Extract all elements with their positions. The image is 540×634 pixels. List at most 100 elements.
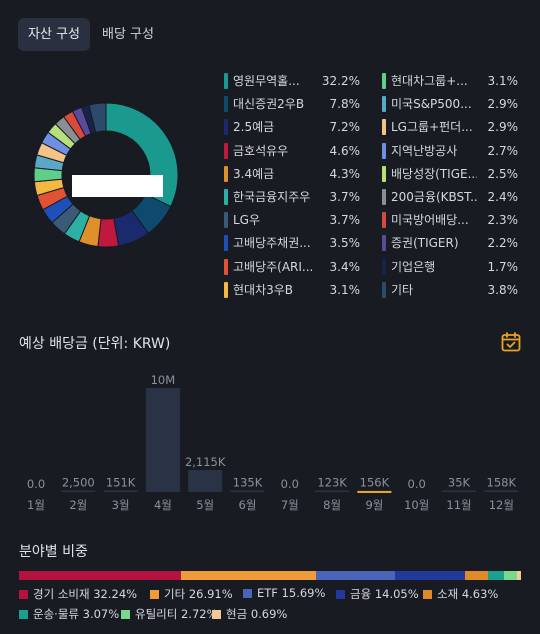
sector-legend-label: 운송·물류 3.07% bbox=[33, 607, 120, 621]
dividend-bar[interactable] bbox=[188, 470, 223, 492]
sector-legend-swatch bbox=[243, 589, 252, 598]
legend-item[interactable]: 배당성장(TIGE... 2.5% bbox=[380, 164, 520, 187]
selected-month-indicator bbox=[357, 491, 392, 493]
legend-item[interactable]: 기업은행 1.7% bbox=[380, 257, 520, 280]
legend-item[interactable]: 고배당주채권... 3.5% bbox=[222, 233, 362, 256]
legend-percent: 4.6% bbox=[329, 143, 361, 158]
sector-segment[interactable] bbox=[394, 571, 466, 580]
dividend-bar-chart: 0.0 1월 2,500 2월 151K 3월 10M 4월 2,115K 5월 135K 6월 0.0… bbox=[27, 373, 519, 512]
bar-value-label: 10M bbox=[151, 373, 176, 387]
legend-item[interactable]: 현대차3우B 3.1% bbox=[222, 280, 362, 303]
dividend-bar[interactable] bbox=[61, 490, 96, 493]
sector-legend-label: 소재 4.63% bbox=[437, 587, 499, 601]
legend-name: 기타 bbox=[391, 282, 414, 297]
legend-item[interactable]: 고배당주(ARI... 3.4% bbox=[222, 257, 362, 280]
legend-percent: 7.8% bbox=[329, 97, 361, 112]
legend-swatch bbox=[224, 258, 228, 275]
dividend-bar[interactable] bbox=[145, 388, 180, 492]
legend-name: 2.5예금 bbox=[233, 120, 275, 135]
legend-item[interactable]: LG그룹+펀더... 2.9% bbox=[380, 117, 520, 140]
bar-value-label: 156K bbox=[360, 475, 390, 489]
holdings-legend-right: 현대차그룹+... 3.1% 미국S&P500... 2.9% LG그룹+펀더... 2.… bbox=[380, 71, 520, 303]
legend-percent: 3.5% bbox=[329, 236, 361, 251]
legend-name: 금호석유우 bbox=[233, 143, 289, 158]
legend-swatch bbox=[382, 212, 386, 229]
dividend-bar[interactable] bbox=[484, 490, 519, 492]
sector-legend-swatch bbox=[150, 590, 159, 599]
tab-dividend-composition[interactable]: 배당 구성 bbox=[101, 27, 154, 42]
bar-value-label: 2,115K bbox=[185, 455, 226, 469]
legend-name: 3.4예금 bbox=[233, 166, 275, 181]
month-tick-label: 10월 bbox=[404, 498, 429, 512]
dividend-bar[interactable] bbox=[103, 490, 138, 492]
sector-legend-item: 현금 0.69% bbox=[212, 606, 287, 622]
sector-legend-label: ETF 15.69% bbox=[257, 586, 326, 600]
sector-legend-item: 소재 4.63% bbox=[423, 586, 498, 602]
legend-item[interactable]: 미국방어배당... 2.3% bbox=[380, 210, 520, 233]
dividend-bar[interactable] bbox=[315, 490, 350, 493]
sector-segment[interactable] bbox=[517, 571, 521, 580]
calendar-icon[interactable] bbox=[500, 331, 522, 353]
legend-item[interactable]: 미국S&P500... 2.9% bbox=[380, 94, 520, 117]
legend-swatch bbox=[224, 73, 228, 89]
legend-swatch bbox=[382, 73, 386, 89]
legend-name: LG그룹+펀더... bbox=[391, 120, 473, 135]
legend-percent: 4.3% bbox=[329, 166, 361, 181]
tab-asset-composition[interactable]: 자산 구성 bbox=[18, 18, 90, 51]
legend-item[interactable]: 금호석유우 4.6% bbox=[222, 141, 362, 164]
month-tick-label: 5월 bbox=[196, 498, 214, 512]
sector-segment[interactable] bbox=[465, 571, 489, 580]
legend-item[interactable]: 한국금융지주우 3.7% bbox=[222, 187, 362, 210]
legend-item[interactable]: 기타 3.8% bbox=[380, 280, 520, 303]
legend-percent: 7.2% bbox=[329, 120, 361, 135]
legend-name: 200금융(KBST... bbox=[391, 189, 477, 204]
legend-item[interactable]: 2.5예금 7.2% bbox=[222, 117, 362, 140]
sector-title: 분야별 비중 bbox=[19, 544, 88, 560]
sector-segment[interactable] bbox=[315, 571, 395, 580]
legend-item[interactable]: 증권(TIGER) 2.2% bbox=[380, 233, 520, 256]
dividend-bar[interactable] bbox=[230, 490, 265, 493]
legend-percent: 3.8% bbox=[487, 282, 519, 297]
legend-swatch bbox=[382, 142, 386, 159]
sector-segment[interactable] bbox=[19, 571, 181, 580]
legend-percent: 2.4% bbox=[487, 189, 519, 204]
legend-swatch bbox=[224, 119, 228, 136]
month-tick-label: 9월 bbox=[365, 498, 383, 512]
sector-legend-swatch bbox=[336, 590, 345, 599]
donut-slice[interactable] bbox=[88, 102, 107, 133]
bar-value-label: 0.0 bbox=[408, 477, 426, 491]
month-tick-label: 12월 bbox=[489, 498, 514, 512]
dividend-bar[interactable] bbox=[442, 490, 476, 493]
legend-percent: 2.2% bbox=[487, 236, 519, 251]
sector-legend-label: 경기 소비재 32.24% bbox=[33, 587, 138, 601]
legend-item[interactable]: 200금융(KBST... 2.4% bbox=[380, 187, 520, 210]
legend-item[interactable]: 영원무역홀... 32.2% bbox=[222, 71, 362, 94]
month-tick-label: 11월 bbox=[446, 498, 471, 512]
legend-swatch bbox=[224, 142, 228, 159]
sector-legend-item: 경기 소비재 32.24% bbox=[19, 586, 137, 602]
bar-value-label: 123K bbox=[317, 476, 347, 490]
legend-item[interactable]: 대신증권2우B 7.8% bbox=[222, 94, 362, 117]
legend-swatch bbox=[382, 188, 386, 205]
legend-item[interactable]: 지역난방공사 2.7% bbox=[380, 141, 520, 164]
bar-value-label: 135K bbox=[233, 476, 263, 490]
legend-item[interactable]: 3.4예금 4.3% bbox=[222, 164, 362, 187]
bar-value-label: 2,500 bbox=[62, 476, 95, 490]
legend-item[interactable]: LG우 3.7% bbox=[222, 210, 362, 233]
legend-name: 배당성장(TIGE... bbox=[391, 166, 477, 181]
sector-legend-label: 현금 0.69% bbox=[226, 607, 288, 621]
legend-name: 영원무역홀... bbox=[233, 74, 300, 88]
legend-percent: 3.7% bbox=[329, 189, 361, 204]
asset-tabs: 자산 구성 배당 구성 bbox=[18, 18, 164, 51]
sector-segment[interactable] bbox=[503, 571, 518, 580]
legend-name: 기업은행 bbox=[391, 259, 436, 274]
legend-name: 현대차3우B bbox=[233, 282, 294, 297]
sector-legend-swatch bbox=[121, 610, 130, 619]
bar-value-label: 0.0 bbox=[27, 477, 45, 491]
sector-segment[interactable] bbox=[488, 571, 504, 580]
legend-swatch bbox=[382, 165, 386, 182]
legend-name: 미국S&P500... bbox=[391, 97, 472, 112]
dividend-title: 예상 배당금 (단위: KRW) bbox=[19, 336, 171, 352]
legend-item[interactable]: 현대차그룹+... 3.1% bbox=[380, 71, 520, 94]
sector-segment[interactable] bbox=[180, 571, 316, 580]
